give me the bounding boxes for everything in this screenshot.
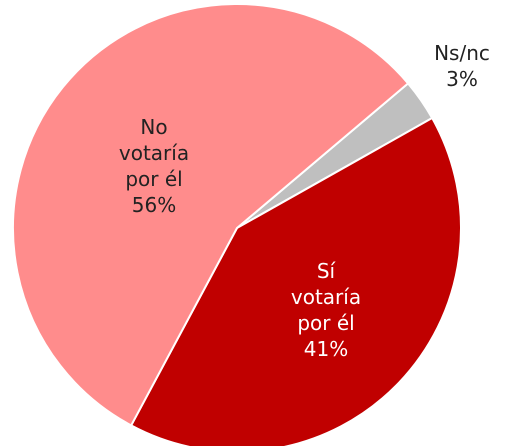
slice-label: Sí votaría por él 41% [284, 258, 368, 362]
value-label: 41% [303, 337, 349, 361]
category-label: No votaría por él [118, 115, 190, 191]
category-label: Ns/nc [434, 41, 490, 65]
slice-label: Ns/nc 3% [420, 40, 504, 92]
category-label: Sí votaría por él [290, 259, 362, 335]
pie-slice [129, 116, 462, 446]
slice-label: No votaría por él 56% [112, 114, 196, 218]
pie-slice [12, 3, 410, 427]
value-label: 3% [446, 67, 478, 91]
value-label: 56% [131, 193, 177, 217]
